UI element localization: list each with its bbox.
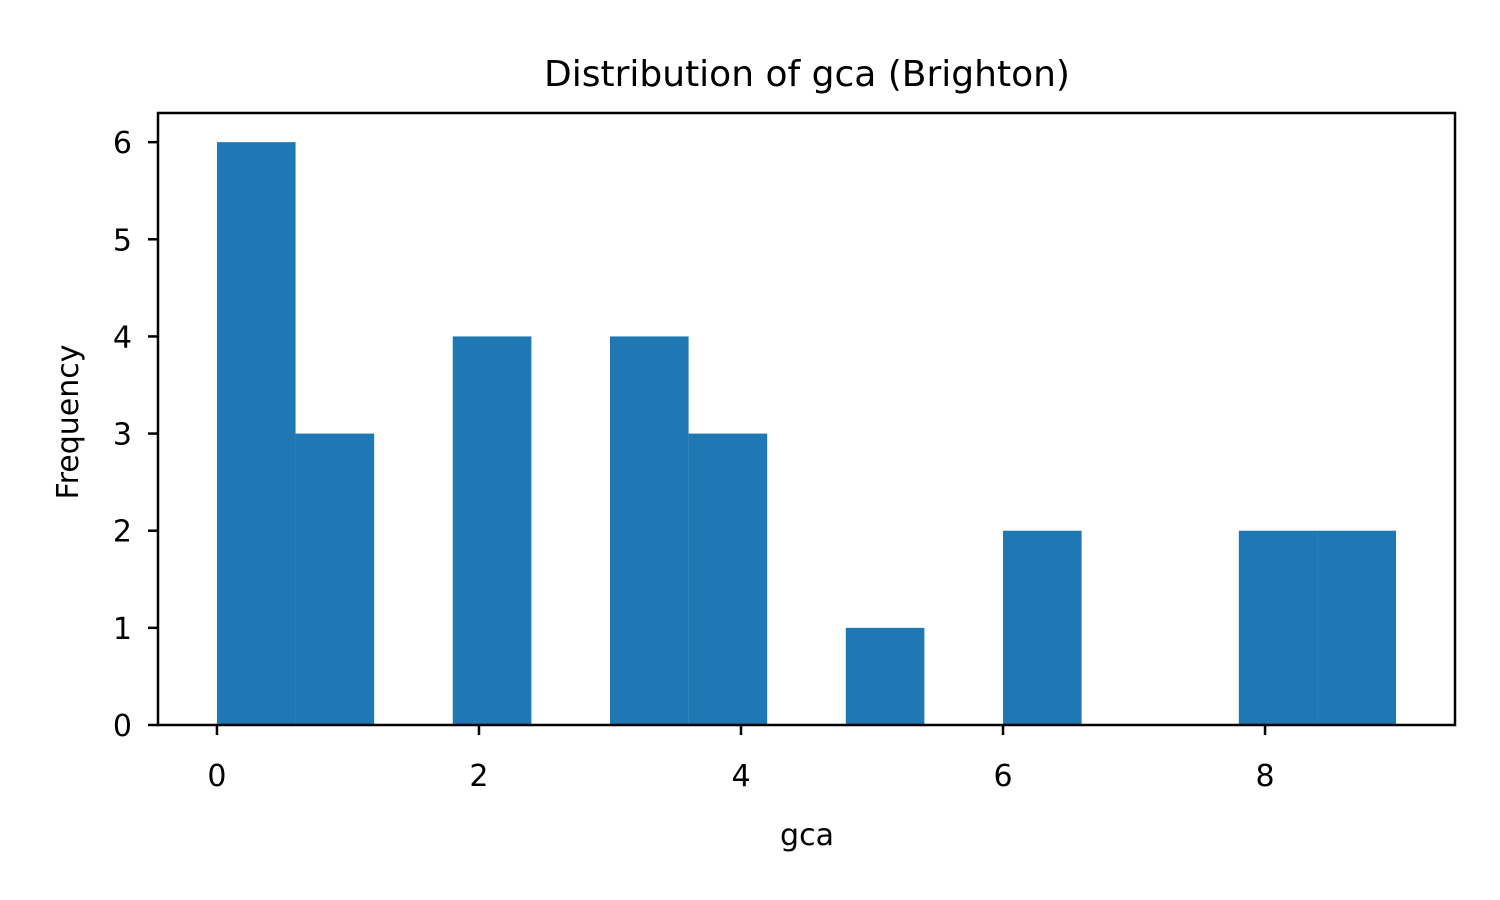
histogram-bar [1317,530,1397,725]
y-axis-ticks: 0 1 2 3 4 5 6 [113,126,158,744]
y-tick-label: 4 [113,320,132,355]
x-tick-label: 0 [207,759,226,794]
y-tick-label: 6 [113,126,132,161]
y-axis-label: Frequency [51,345,86,500]
x-tick-label: 2 [469,759,488,794]
y-tick-label: 2 [113,515,132,550]
histogram-bar [1238,530,1318,725]
y-tick-label: 0 [113,709,132,744]
x-tick-label: 4 [731,759,750,794]
y-tick-label: 1 [113,612,132,647]
histogram-bar [1003,530,1082,725]
histogram-bar [688,433,768,725]
histogram-bar [609,336,689,725]
y-tick-label: 3 [113,418,132,453]
histogram-bar [216,142,296,725]
x-tick-label: 8 [1255,759,1274,794]
y-tick-label: 5 [113,223,132,258]
chart-title: Distribution of gca (Brighton) [544,54,1070,95]
histogram-bar [452,336,532,725]
histogram-bar [295,433,375,725]
x-axis-label: gca [780,818,834,853]
histogram-bar [845,627,925,725]
x-axis-ticks: 0 2 4 6 8 [207,725,1275,794]
bars-group [216,142,1397,725]
plot-frame [156,111,1457,727]
x-tick-label: 6 [993,759,1012,794]
